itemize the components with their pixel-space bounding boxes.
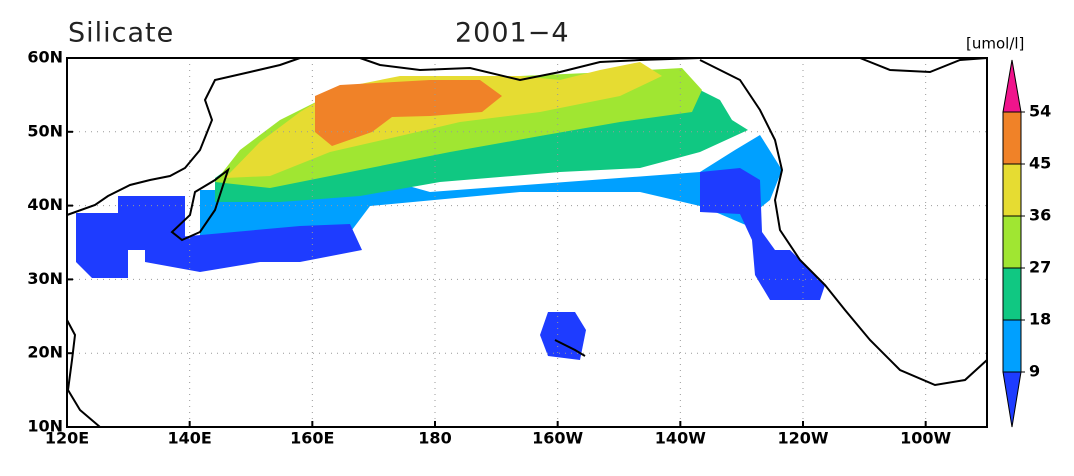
colorbar-segment	[1002, 111, 1022, 165]
coastline	[554, 339, 586, 357]
colorbar-segment	[1002, 59, 1022, 113]
coastline	[170, 167, 230, 242]
x-tick-label: 120W	[777, 429, 828, 448]
units: [umol/l]	[966, 35, 1024, 53]
x-tick-label: 100W	[900, 429, 951, 448]
colorbar-segment	[1002, 215, 1022, 269]
y-tick-label: 60N	[27, 48, 63, 67]
x-tick-label: 160W	[532, 429, 583, 448]
date: 2001−4	[455, 18, 570, 49]
silicate-field	[76, 62, 825, 360]
colorbar-label: 18	[1029, 310, 1051, 329]
axes: 120E 140E 160E 180 160W 140W 120W 100W 10N 20N 30N…	[27, 48, 951, 448]
contour-fill	[225, 62, 662, 178]
coastline	[859, 57, 988, 74]
contour-fill	[76, 213, 128, 278]
y-tick-label: 40N	[27, 195, 63, 214]
colorbar-segment	[1002, 319, 1022, 373]
x-tick-label: 140E	[168, 429, 212, 448]
title: Silicate	[68, 18, 174, 49]
colorbar-segment	[1002, 267, 1022, 321]
plot-frame	[66, 57, 988, 428]
coastline	[359, 57, 701, 82]
coastline	[699, 59, 988, 387]
x-tick-label: 160E	[290, 429, 334, 448]
colorbar-label: 45	[1029, 154, 1051, 173]
y-tick-label: 30N	[27, 269, 63, 288]
coastline	[66, 319, 101, 428]
colorbar-label: 9	[1029, 362, 1040, 381]
y-tick-label: 10N	[27, 417, 63, 436]
y-tick-label: 50N	[27, 121, 63, 140]
contour-fill	[145, 224, 362, 272]
colorbar-segment	[1002, 163, 1022, 217]
contour-fill	[540, 312, 586, 360]
y-tick-label: 20N	[27, 343, 63, 362]
coastline	[66, 57, 301, 216]
colorbar-label: 27	[1029, 258, 1051, 277]
colorbar-segment	[1002, 371, 1022, 428]
contour-fill	[315, 80, 502, 146]
x-tick-label: 140W	[655, 429, 706, 448]
contour-fill	[118, 196, 185, 250]
x-tick-label: 180	[418, 429, 451, 448]
colorbar-label: 36	[1029, 206, 1051, 225]
coastlines	[66, 57, 988, 428]
contour-fill	[700, 168, 825, 300]
contour-fill	[200, 135, 782, 242]
colorbar-label: 54	[1029, 102, 1051, 121]
colorbar: 9 18 27 36 45 54	[1002, 59, 1051, 428]
x-tick-label: 120E	[45, 429, 89, 448]
